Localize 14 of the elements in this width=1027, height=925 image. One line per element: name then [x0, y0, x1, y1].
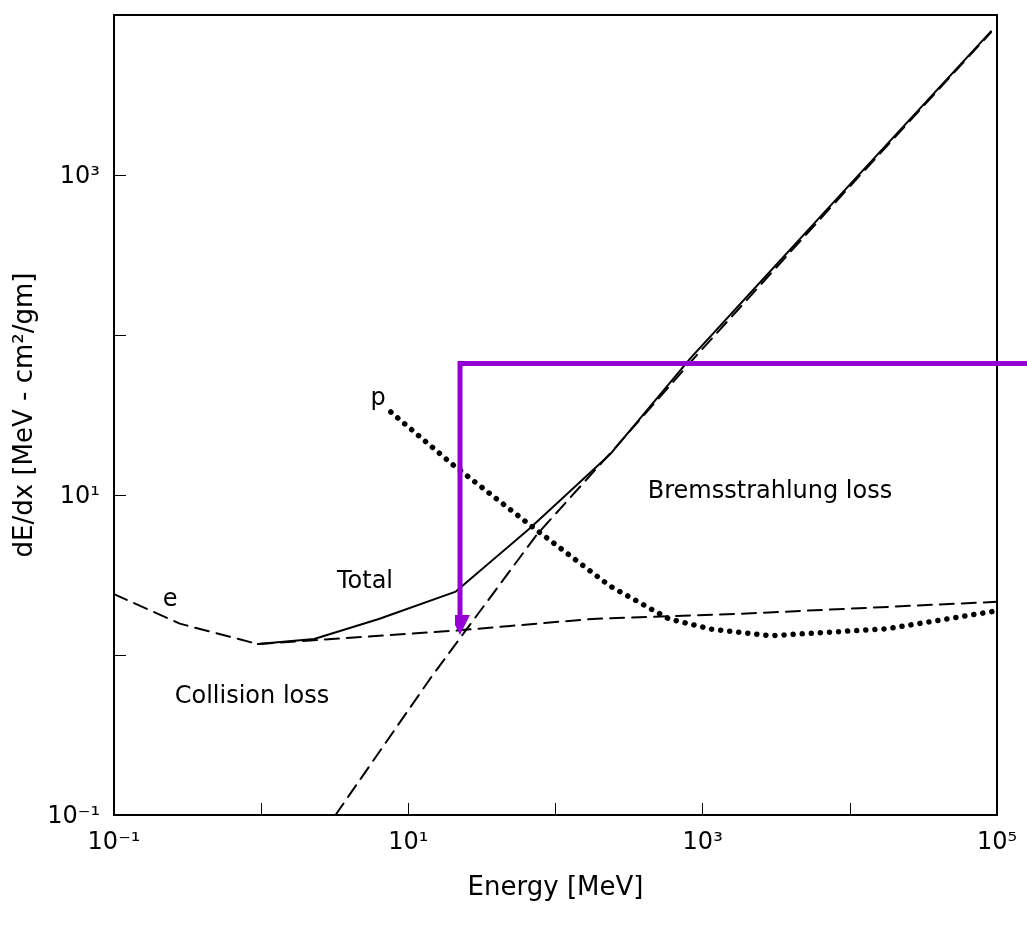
x-tick-label: 10¹	[388, 827, 429, 855]
x-tick-label: 10⁻¹	[87, 827, 141, 855]
annotation: p	[370, 383, 386, 411]
y-tick-label: 10⁻¹	[47, 801, 100, 829]
x-tick-label: 10³	[682, 827, 723, 855]
annotation: Collision loss	[174, 681, 330, 709]
y-tick-label: 10³	[59, 161, 100, 189]
y-tick-label: 10¹	[59, 481, 100, 509]
x-axis-title: Energy [MeV]	[467, 871, 644, 901]
annotation: e	[162, 584, 178, 612]
annotation: Bremsstrahlung loss	[647, 476, 893, 504]
annotation: Total	[335, 566, 394, 594]
x-tick-label: 10⁵	[976, 827, 1018, 855]
y-axis-title: dE/dx [MeV - cm²/gm]	[8, 272, 39, 558]
